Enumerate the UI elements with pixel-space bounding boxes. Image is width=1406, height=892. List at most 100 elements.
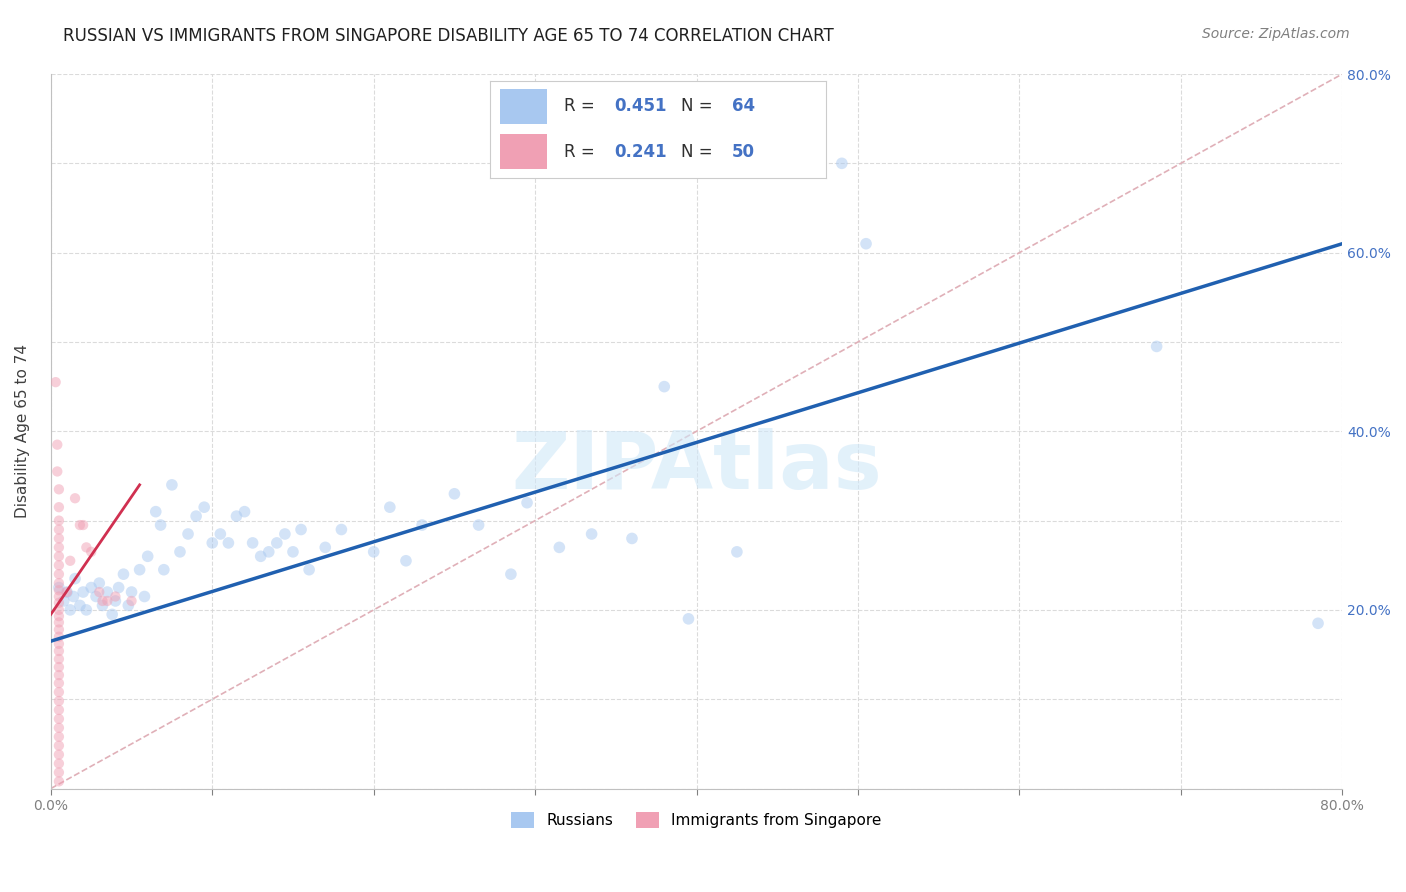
Point	[1146, 339, 1168, 353]
Point	[52, 594, 75, 608]
Point	[96, 594, 118, 608]
Point	[516, 496, 538, 510]
Point	[56, 585, 79, 599]
Point	[499, 567, 522, 582]
Point	[107, 581, 129, 595]
Point	[831, 156, 853, 170]
Point	[80, 545, 103, 559]
Point	[169, 545, 191, 559]
Point	[91, 594, 114, 608]
Point	[48, 483, 70, 497]
Point	[145, 505, 167, 519]
Point	[443, 487, 465, 501]
Point	[855, 236, 877, 251]
Text: ZIPAtlas: ZIPAtlas	[512, 428, 882, 506]
Point	[48, 774, 70, 789]
Point	[104, 594, 127, 608]
Point	[72, 518, 94, 533]
Point	[48, 590, 70, 604]
Point	[101, 607, 124, 622]
Point	[395, 554, 418, 568]
Point	[149, 518, 172, 533]
Point	[80, 581, 103, 595]
Point	[48, 603, 70, 617]
Point	[48, 630, 70, 644]
Point	[48, 765, 70, 780]
Point	[193, 500, 215, 515]
Point	[257, 545, 280, 559]
Point	[48, 567, 70, 582]
Point	[112, 567, 135, 582]
Point	[225, 509, 247, 524]
Point	[63, 491, 86, 506]
Point	[548, 541, 571, 555]
Point	[117, 599, 139, 613]
Point	[48, 576, 70, 591]
Point	[378, 500, 401, 515]
Point	[48, 668, 70, 682]
Point	[48, 703, 70, 717]
Point	[184, 509, 207, 524]
Point	[1306, 616, 1329, 631]
Point	[281, 545, 304, 559]
Point	[290, 523, 312, 537]
Point	[48, 694, 70, 708]
Point	[75, 603, 97, 617]
Point	[48, 615, 70, 630]
Point	[136, 549, 159, 564]
Point	[177, 527, 200, 541]
Point	[467, 518, 489, 533]
Point	[48, 623, 70, 637]
Point	[89, 576, 111, 591]
Legend: Russians, Immigrants from Singapore: Russians, Immigrants from Singapore	[505, 806, 887, 835]
Point	[48, 660, 70, 674]
Point	[217, 536, 239, 550]
Point	[678, 612, 700, 626]
Point	[201, 536, 224, 550]
Point	[298, 563, 321, 577]
Point	[48, 637, 70, 651]
Point	[48, 712, 70, 726]
Point	[652, 379, 675, 393]
Point	[153, 563, 176, 577]
Point	[63, 572, 86, 586]
Point	[59, 603, 82, 617]
Point	[411, 518, 433, 533]
Point	[330, 523, 353, 537]
Point	[48, 756, 70, 771]
Point	[48, 523, 70, 537]
Point	[209, 527, 232, 541]
Point	[48, 596, 70, 610]
Point	[121, 594, 143, 608]
Point	[48, 644, 70, 658]
Point	[134, 590, 156, 604]
Point	[48, 532, 70, 546]
Point	[581, 527, 603, 541]
Point	[84, 590, 107, 604]
Point	[48, 739, 70, 753]
Point	[620, 532, 643, 546]
Y-axis label: Disability Age 65 to 74: Disability Age 65 to 74	[15, 344, 30, 518]
Point	[48, 514, 70, 528]
Point	[725, 545, 748, 559]
Point	[48, 583, 70, 598]
Point	[48, 541, 70, 555]
Point	[48, 652, 70, 666]
Point	[242, 536, 264, 550]
Point	[48, 581, 70, 595]
Point	[72, 585, 94, 599]
Point	[233, 505, 256, 519]
Point	[48, 747, 70, 762]
Point	[46, 465, 69, 479]
Text: RUSSIAN VS IMMIGRANTS FROM SINGAPORE DISABILITY AGE 65 TO 74 CORRELATION CHART: RUSSIAN VS IMMIGRANTS FROM SINGAPORE DIS…	[63, 27, 834, 45]
Point	[314, 541, 336, 555]
Point	[48, 685, 70, 699]
Point	[69, 599, 91, 613]
Point	[48, 549, 70, 564]
Point	[91, 599, 114, 613]
Text: Source: ZipAtlas.com: Source: ZipAtlas.com	[1202, 27, 1350, 41]
Point	[69, 518, 91, 533]
Point	[75, 541, 97, 555]
Point	[48, 730, 70, 744]
Point	[249, 549, 271, 564]
